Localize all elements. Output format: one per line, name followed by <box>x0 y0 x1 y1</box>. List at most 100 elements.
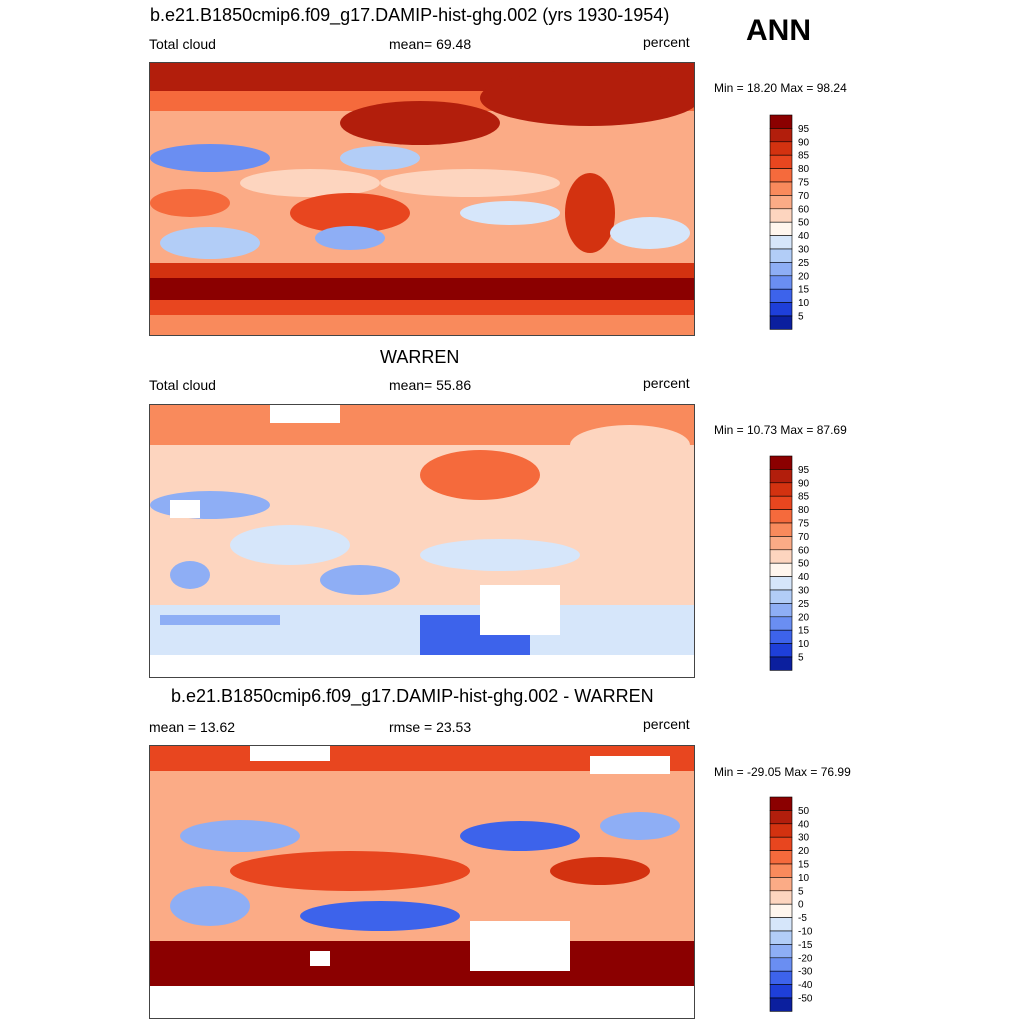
season-label: ANN <box>746 14 811 47</box>
colorbar-swatch <box>769 302 793 317</box>
panel-2-mean: mean= 55.86 <box>389 377 472 393</box>
colorbar-swatch <box>769 944 793 959</box>
colorbar-swatch <box>769 850 793 865</box>
panel-3-mean: mean = 13.62 <box>149 719 236 735</box>
colorbar-swatch <box>769 796 793 811</box>
panel-1-minmax: Min = 18.20 Max = 98.24 <box>714 81 847 95</box>
colorbar-swatch <box>769 235 793 250</box>
colorbar-swatch <box>769 288 793 303</box>
colorbar-tick-label: 60 <box>798 204 810 215</box>
colorbar-tick-label: 15 <box>798 860 810 871</box>
panel-3-title: b.e21.B1850cmip6.f09_g17.DAMIP-hist-ghg.… <box>171 686 654 706</box>
colorbar-tick-label: 95 <box>798 124 810 135</box>
colorbar-swatch <box>769 810 793 825</box>
colorbar-tick-label: 5 <box>798 653 804 664</box>
colorbar-tick-label: 50 <box>798 559 810 570</box>
colorbar-swatch <box>769 536 793 551</box>
colorbar-swatch <box>769 863 793 878</box>
colorbar-swatch <box>769 823 793 838</box>
colorbar-tick-label: 40 <box>798 231 810 242</box>
colorbar-swatch <box>769 643 793 658</box>
panel-3-colorbar: 50 40 30 20 15 10 5 0 -5 -10 -15 -20 -30 -40 -50 <box>769 796 830 1012</box>
colorbar-tick-label: 0 <box>798 900 804 911</box>
colorbar-tick-label: 80 <box>798 164 810 175</box>
colorbar-tick-label: 20 <box>798 846 810 857</box>
colorbar-tick-label: 30 <box>798 586 810 597</box>
colorbar-tick-label: 5 <box>798 886 804 897</box>
colorbar-tick-label: -30 <box>798 967 813 978</box>
colorbar-swatch <box>769 629 793 644</box>
colorbar-swatch <box>769 141 793 156</box>
colorbar-tick-label: 25 <box>798 258 810 269</box>
colorbar-swatch <box>769 128 793 143</box>
colorbar-tick-label: 40 <box>798 572 810 583</box>
colorbar-swatch <box>769 482 793 497</box>
colorbar-tick-label: 20 <box>798 271 810 282</box>
colorbar-swatch <box>769 576 793 591</box>
colorbar-tick-label: 10 <box>798 639 810 650</box>
colorbar-tick-label: 30 <box>798 833 810 844</box>
colorbar-tick-label: -5 <box>798 913 807 924</box>
colorbar-swatch <box>769 997 793 1012</box>
colorbar-swatch <box>769 168 793 183</box>
colorbar-tick-label: 85 <box>798 151 810 162</box>
colorbar-tick-label: 10 <box>798 873 810 884</box>
colorbar-tick-label: 75 <box>798 519 810 530</box>
colorbar-tick-label: 50 <box>798 806 810 817</box>
colorbar-tick-label: -40 <box>798 980 813 991</box>
colorbar-swatch <box>769 248 793 263</box>
colorbar-tick-label: 70 <box>798 532 810 543</box>
panel-3-units: percent <box>643 716 690 732</box>
colorbar-tick-label: 60 <box>798 545 810 556</box>
colorbar-tick-label: -15 <box>798 940 813 951</box>
panel-2-units: percent <box>643 375 690 391</box>
colorbar-swatch <box>769 315 793 330</box>
colorbar-swatch <box>769 589 793 604</box>
panel-1-units: percent <box>643 34 690 50</box>
colorbar-swatch <box>769 890 793 905</box>
colorbar-swatch <box>769 181 793 196</box>
colorbar-swatch <box>769 616 793 631</box>
colorbar-tick-label: 25 <box>798 599 810 610</box>
colorbar-swatch <box>769 509 793 524</box>
colorbar-swatch <box>769 957 793 972</box>
colorbar-swatch <box>769 603 793 618</box>
colorbar-swatch <box>769 549 793 564</box>
colorbar-swatch <box>769 221 793 236</box>
colorbar-swatch <box>769 562 793 577</box>
colorbar-tick-label: -20 <box>798 953 813 964</box>
colorbar-swatch <box>769 114 793 129</box>
panel-3-map <box>149 745 695 1019</box>
colorbar-swatch <box>769 208 793 223</box>
panel-2-colorbar: 95 90 85 80 75 70 60 50 40 30 25 20 15 10 5 <box>769 455 830 671</box>
colorbar-tick-label: 85 <box>798 492 810 503</box>
colorbar-swatch <box>769 275 793 290</box>
colorbar-swatch <box>769 656 793 671</box>
colorbar-tick-label: 5 <box>798 312 804 323</box>
panel-2-title: WARREN <box>380 347 460 367</box>
colorbar-tick-label: -10 <box>798 927 813 938</box>
colorbar-swatch <box>769 262 793 277</box>
colorbar-tick-label: 15 <box>798 626 810 637</box>
panel-2-variable-label: Total cloud <box>149 377 216 393</box>
panel-1-variable-label: Total cloud <box>149 36 216 52</box>
colorbar-swatch <box>769 154 793 169</box>
colorbar-tick-label: 30 <box>798 245 810 256</box>
colorbar-tick-label: 95 <box>798 465 810 476</box>
panel-1-mean: mean= 69.48 <box>389 36 472 52</box>
panel-2-minmax: Min = 10.73 Max = 87.69 <box>714 423 847 437</box>
colorbar-tick-label: 10 <box>798 298 810 309</box>
panel-1-colorbar: 95 90 85 80 75 70 60 50 40 30 25 20 15 10 5 <box>769 114 830 330</box>
colorbar-tick-label: 50 <box>798 218 810 229</box>
colorbar-swatch <box>769 522 793 537</box>
colorbar-tick-label: 90 <box>798 478 810 489</box>
colorbar-tick-label: 80 <box>798 505 810 516</box>
colorbar-swatch <box>769 970 793 985</box>
colorbar-swatch <box>769 455 793 470</box>
colorbar-swatch <box>769 469 793 484</box>
panel-1-map <box>149 62 695 336</box>
colorbar-swatch <box>769 877 793 892</box>
colorbar-swatch <box>769 984 793 999</box>
colorbar-swatch <box>769 495 793 510</box>
colorbar-swatch <box>769 930 793 945</box>
